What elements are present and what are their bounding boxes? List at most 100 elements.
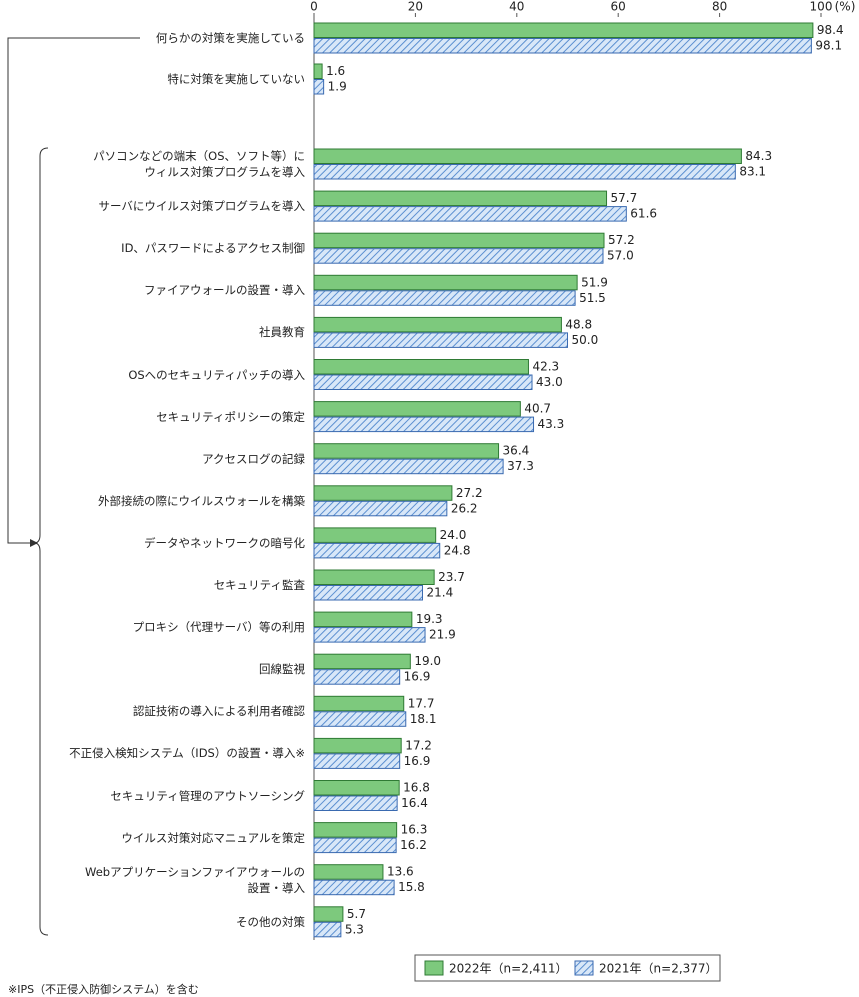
x-tick-label: 100 <box>810 0 833 14</box>
bar <box>313 443 500 459</box>
category-label: 特に対策を実施していない <box>167 72 305 86</box>
bar <box>313 542 441 559</box>
curly-brace <box>33 147 49 936</box>
category-label: 認証技術の導入による利用者確認 <box>132 704 305 719</box>
bar <box>313 527 437 543</box>
bar <box>313 611 413 628</box>
category-label: その他の対策 <box>236 914 305 929</box>
bar <box>313 711 407 727</box>
category-label: 外部接続の際にウイルスウォールを構築 <box>98 493 305 508</box>
category-label: Webアプリケーションファイアウォールの 設置・導入 <box>85 864 305 895</box>
value-label: 21.4 <box>426 586 453 600</box>
bar <box>313 164 736 180</box>
value-label: 19.0 <box>414 654 441 668</box>
legend-swatch <box>424 960 444 976</box>
unit-label: (%) <box>835 0 856 14</box>
value-label: 16.8 <box>403 781 430 795</box>
value-label: 23.7 <box>438 570 465 584</box>
bar <box>313 416 535 433</box>
value-label: 57.7 <box>611 191 638 205</box>
bar <box>313 695 405 712</box>
bar <box>313 359 529 375</box>
category-label: データやネットワークの暗号化 <box>144 535 305 550</box>
bar <box>313 458 504 475</box>
x-tick-label: 60 <box>611 0 626 14</box>
bar <box>313 906 344 922</box>
value-label: 51.9 <box>581 275 608 289</box>
value-label: 5.7 <box>347 907 366 921</box>
bar <box>313 627 426 643</box>
bar <box>313 500 448 517</box>
value-label: 61.6 <box>630 207 657 221</box>
bar <box>313 921 342 938</box>
value-label: 51.5 <box>579 291 606 305</box>
value-label: 1.6 <box>326 64 345 78</box>
bar <box>313 795 398 811</box>
x-tick-label: 20 <box>408 0 423 14</box>
value-label: 21.9 <box>429 628 456 642</box>
value-label: 43.3 <box>538 417 565 431</box>
value-label: 27.2 <box>456 486 483 500</box>
category-label: 社員教育 <box>259 325 305 340</box>
category-label: ID、パスワードによるアクセス制御 <box>121 241 305 256</box>
category-label: アクセスログの記録 <box>202 451 305 466</box>
category-label: セキュリティ管理のアウトソーシング <box>110 788 305 803</box>
category-label: 回線監視 <box>259 662 305 677</box>
bar <box>313 822 398 838</box>
category-label: ウイルス対策対応マニュアルを策定 <box>121 830 305 845</box>
value-label: 15.8 <box>398 880 425 894</box>
bar <box>313 232 605 249</box>
value-label: 13.6 <box>387 865 414 879</box>
bar <box>313 669 401 685</box>
bracket-arrow <box>7 37 140 544</box>
bar <box>313 22 814 38</box>
value-label: 48.8 <box>565 317 592 331</box>
value-label: 98.1 <box>815 39 842 53</box>
legend-label: 2022年（n=2,411） <box>449 962 568 976</box>
value-label: 16.9 <box>404 754 431 768</box>
value-label: 18.1 <box>410 712 437 726</box>
bar <box>313 780 400 796</box>
x-tick-label: 0 <box>310 0 318 14</box>
bar <box>313 653 411 670</box>
category-label: 不正侵入検知システム（IDS）の設置・導入※ <box>69 746 305 761</box>
value-label: 83.1 <box>739 165 766 179</box>
value-label: 42.3 <box>532 360 559 374</box>
bar <box>313 753 401 769</box>
value-label: 57.2 <box>608 233 635 247</box>
value-label: 17.7 <box>408 696 435 710</box>
value-label: 17.2 <box>405 738 432 752</box>
bar <box>313 248 604 264</box>
category-label: セキュリティポリシーの策定 <box>156 409 305 424</box>
value-label: 19.3 <box>416 612 443 626</box>
value-label: 57.0 <box>607 249 634 263</box>
bar <box>313 190 608 207</box>
bar <box>313 148 742 164</box>
bar <box>313 879 395 896</box>
bar <box>313 63 323 79</box>
category-label: ファイアウォールの設置・導入 <box>144 283 305 298</box>
value-label: 37.3 <box>507 459 534 473</box>
category-label: セキュリティ監査 <box>213 578 305 592</box>
value-label: 16.4 <box>401 796 428 810</box>
value-label: 84.3 <box>745 149 772 163</box>
value-label: 1.9 <box>328 80 347 94</box>
bar <box>313 585 423 601</box>
value-label: 43.0 <box>536 375 563 389</box>
value-label: 16.9 <box>404 670 431 684</box>
value-label: 36.4 <box>503 444 530 458</box>
x-tick-label: 40 <box>509 0 524 14</box>
value-label: 50.0 <box>572 333 599 347</box>
value-label: 24.0 <box>440 528 467 542</box>
bar <box>313 864 384 880</box>
category-label: サーバにウイルス対策プログラムを導入 <box>98 199 305 214</box>
legend-box <box>414 954 721 982</box>
bar <box>313 290 576 306</box>
bar <box>313 737 402 754</box>
value-label: 16.2 <box>400 838 427 852</box>
category-label: 何らかの対策を実施している <box>155 31 305 45</box>
bar <box>313 206 627 222</box>
bar <box>313 401 521 417</box>
